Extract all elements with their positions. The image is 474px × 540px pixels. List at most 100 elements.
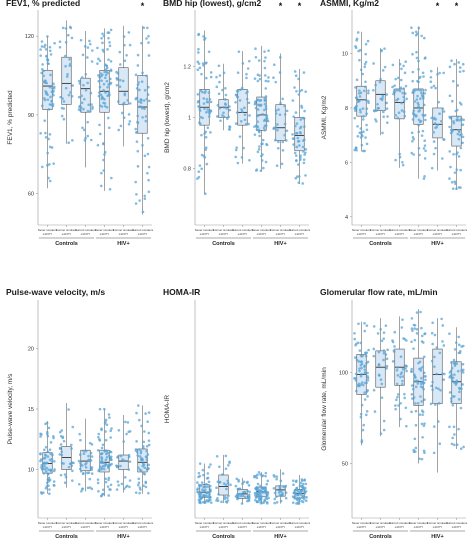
data-point	[107, 478, 110, 482]
data-point	[356, 134, 360, 138]
data-point	[205, 491, 209, 495]
data-point	[69, 91, 72, 94]
data-point	[222, 482, 226, 485]
data-point	[147, 54, 151, 57]
data-point	[265, 124, 268, 127]
data-point	[418, 88, 421, 92]
data-point	[279, 479, 283, 483]
data-point	[209, 463, 212, 466]
data-point	[256, 114, 260, 117]
data-point	[42, 491, 45, 495]
data-point	[145, 37, 148, 40]
data-point	[458, 351, 462, 355]
data-point	[292, 491, 296, 495]
data-point	[101, 461, 105, 464]
data-point	[70, 479, 74, 482]
data-point	[102, 142, 105, 145]
data-point	[448, 150, 452, 153]
category-label: Current smokers	[132, 228, 154, 232]
data-point	[411, 70, 415, 74]
data-point	[367, 101, 370, 105]
data-point	[86, 56, 89, 59]
data-point	[42, 472, 46, 475]
data-point	[457, 343, 461, 347]
data-point	[90, 103, 93, 106]
data-point	[454, 362, 457, 366]
data-point	[103, 104, 107, 108]
data-point	[202, 154, 206, 158]
data-point	[294, 494, 297, 497]
data-point	[96, 481, 100, 485]
data-point	[101, 41, 104, 45]
data-point	[109, 450, 113, 454]
data-point	[402, 64, 405, 68]
data-point	[147, 439, 151, 442]
data-point	[145, 74, 148, 78]
data-point	[402, 110, 406, 113]
category-sublabel: ≥10 PY	[452, 525, 462, 529]
data-point	[353, 331, 356, 335]
data-point	[385, 101, 389, 105]
category-label: Current smokers	[75, 521, 97, 525]
data-point	[97, 74, 100, 77]
data-point	[246, 90, 249, 94]
data-point	[203, 36, 207, 40]
category-sublabel: ≥10 PY	[62, 232, 72, 236]
data-point	[364, 413, 368, 417]
data-point	[82, 83, 85, 87]
data-point	[299, 131, 302, 135]
data-point	[97, 94, 101, 98]
data-point	[240, 492, 243, 496]
data-point	[273, 497, 277, 501]
data-point	[201, 468, 205, 472]
data-point	[103, 153, 106, 156]
data-point	[459, 406, 463, 410]
data-point	[123, 459, 127, 463]
data-point	[72, 461, 75, 465]
data-point	[419, 382, 423, 386]
data-point	[104, 420, 107, 424]
category-label: Former smokers	[270, 521, 292, 525]
data-point	[258, 77, 262, 81]
data-point	[99, 72, 103, 75]
category-label: Current smokers	[232, 228, 254, 232]
data-point	[359, 341, 363, 345]
data-point	[420, 88, 423, 92]
data-point	[359, 360, 363, 364]
group-label: Controls	[212, 534, 235, 540]
data-point	[449, 369, 453, 373]
data-point	[97, 79, 101, 83]
data-point	[58, 447, 62, 451]
category-label: Current smokers	[289, 228, 311, 232]
data-point	[382, 419, 386, 423]
data-point	[235, 93, 238, 97]
data-point	[355, 358, 359, 362]
category-label: Current smokers	[389, 521, 411, 525]
data-point	[364, 42, 368, 46]
data-point	[365, 351, 369, 354]
data-point	[198, 495, 201, 499]
data-point	[138, 491, 141, 495]
category-label: Former smokers	[427, 521, 449, 525]
data-point	[127, 468, 131, 471]
data-point	[145, 449, 148, 453]
data-point	[358, 369, 361, 373]
category-label: Former smokers	[113, 228, 135, 232]
data-point	[429, 69, 433, 73]
data-point	[203, 91, 207, 95]
data-point	[122, 35, 126, 38]
data-point	[278, 491, 281, 494]
data-point	[448, 374, 452, 378]
data-point	[397, 88, 401, 92]
data-point	[90, 455, 94, 458]
data-point	[281, 149, 285, 152]
data-point	[121, 79, 125, 83]
data-point	[359, 110, 362, 114]
data-point	[455, 108, 459, 112]
data-point	[200, 496, 203, 500]
data-point	[254, 498, 257, 502]
data-point	[293, 151, 297, 155]
data-point	[109, 429, 113, 433]
data-point	[386, 115, 389, 118]
